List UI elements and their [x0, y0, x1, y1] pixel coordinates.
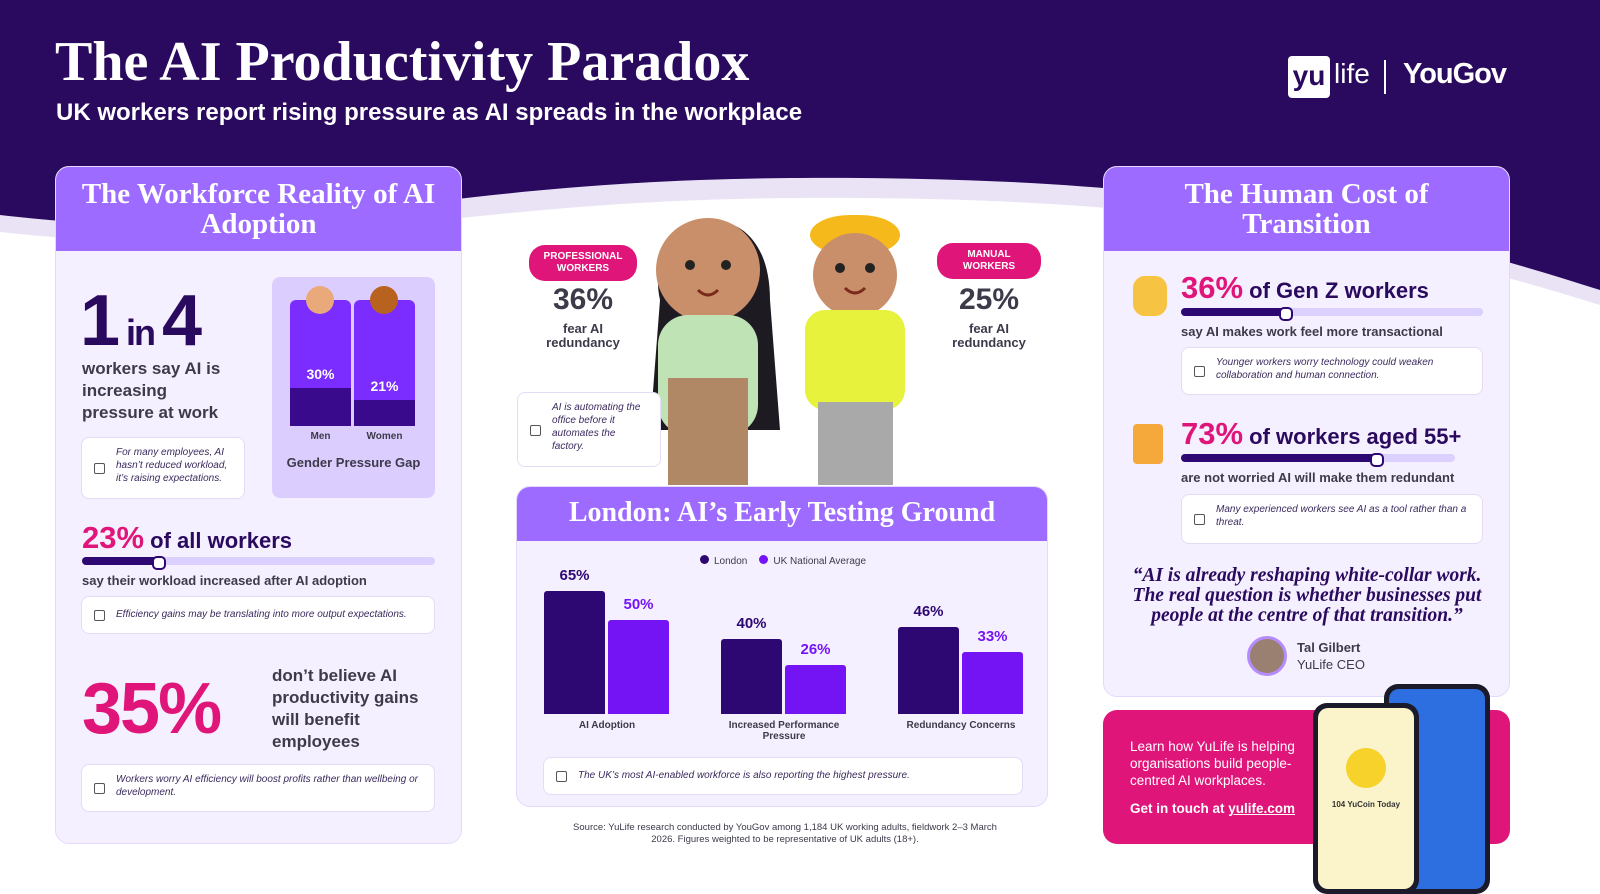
chart-panel: London: AI’s Early Testing Ground The UK… — [516, 486, 1048, 807]
value-label: 33% — [977, 627, 1008, 645]
legend-label: UK National Average — [773, 556, 867, 567]
ratio-word: in — [126, 312, 156, 353]
note: Efficiency gains may be translating into… — [81, 596, 435, 634]
legend-item: London — [699, 555, 748, 567]
stat-text: don’t believe AI productivity gains will… — [272, 666, 419, 751]
bar — [544, 591, 605, 714]
panel-title: The Workforce Reality of AI Adoption — [56, 167, 461, 251]
value-label: 26% — [800, 640, 831, 658]
note: Many experienced workers see AI as a too… — [1181, 494, 1483, 544]
stat-label: of all workers — [150, 528, 293, 553]
phone-text: 104 YuCoin Today — [1331, 800, 1401, 809]
logo: YouGov — [1403, 58, 1507, 90]
bar — [290, 388, 351, 426]
value-label: 21% — [370, 377, 399, 394]
chart-title: London: AI’s Early Testing Ground — [517, 487, 1047, 541]
divider — [1384, 60, 1386, 94]
value-label: 65% — [559, 567, 590, 585]
tag: PROFESSIONAL WORKERS — [529, 245, 637, 281]
link[interactable]: yulife.com — [1228, 801, 1296, 816]
note: For many employees, AI hasn’t reduced wo… — [81, 437, 245, 499]
value-label: 50% — [623, 595, 654, 613]
stat-text: fear AI redundancy — [546, 321, 620, 350]
face — [370, 286, 398, 314]
progress-bar — [82, 556, 167, 570]
stat-value: 36% — [552, 283, 614, 316]
person-name: Tal Gilbert — [1297, 640, 1361, 655]
value-label: 40% — [736, 614, 767, 632]
bar — [721, 638, 782, 714]
note: The UK’s most AI-enabled workforce is al… — [543, 757, 1023, 795]
stat: 23% of all workers — [82, 520, 292, 556]
x-tick-label: Men — [310, 431, 331, 442]
quote: “AI is already reshaping white-collar wo… — [1132, 565, 1482, 626]
person-role: YuLife CEO — [1297, 657, 1365, 672]
icon — [1133, 276, 1167, 316]
stat: 36% of Gen Z workers — [1181, 270, 1429, 306]
legend: London UK National Average — [517, 555, 1047, 567]
chart-title: Gender Pressure Gap — [286, 455, 421, 470]
progress-track — [82, 556, 435, 570]
stat: 73% of workers aged 55+ — [1181, 416, 1461, 452]
ratio-text: workers say AI is increasing pressure at… — [82, 359, 221, 422]
x-tick-label: Redundancy Concerns — [906, 720, 1016, 731]
progress-track — [1181, 453, 1455, 467]
panel-title: The Human Cost of Transition — [1104, 167, 1509, 251]
stat-label: of Gen Z workers — [1249, 278, 1429, 303]
phone: 104 YuCoin Today — [1313, 703, 1419, 894]
stat-value: 35% — [82, 669, 222, 749]
cta-text: Learn how YuLife is helping organisation… — [1130, 739, 1295, 788]
bar — [785, 664, 846, 714]
title: The AI Productivity Paradox — [55, 31, 750, 93]
note: Workers worry AI efficiency will boost p… — [81, 764, 435, 812]
cta-prefix: Get in touch at — [1130, 801, 1225, 816]
legend-item: UK National Average — [759, 555, 867, 567]
stat-label: of workers aged 55+ — [1249, 424, 1462, 449]
bar — [962, 651, 1023, 714]
coin — [1346, 748, 1386, 788]
x-tick-label: Women — [366, 431, 403, 442]
subtitle: UK workers report rising pressure as AI … — [56, 99, 803, 126]
icon — [1133, 424, 1163, 464]
logo: yu — [1288, 56, 1330, 98]
value-label: 46% — [913, 603, 944, 621]
note: Younger workers worry technology could w… — [1181, 347, 1483, 395]
note: AI is automating the office before it au… — [517, 392, 661, 467]
ratio-number: 1 — [80, 281, 120, 361]
progress-bar — [1181, 453, 1385, 467]
stat-value: 36% — [1181, 270, 1244, 305]
gender-chart: Gender Pressure Gap 30% Men 21% Women — [272, 277, 435, 498]
source: Source: YuLife research conducted by You… — [573, 822, 997, 845]
tag: MANUAL WORKERS — [937, 243, 1041, 279]
ratio-number: 4 — [162, 281, 202, 361]
bar — [898, 627, 959, 714]
face — [306, 286, 334, 314]
legend-label: London — [713, 556, 748, 567]
right-panel: The Human Cost of Transition — [1103, 166, 1510, 697]
stat-value: 25% — [958, 283, 1020, 316]
bar — [354, 399, 415, 426]
value-label: 30% — [306, 366, 335, 383]
illustration — [650, 215, 905, 485]
ratio: 1 in 4 — [80, 280, 202, 362]
stat-value: 23% — [82, 520, 145, 555]
avatar — [1247, 636, 1287, 676]
x-tick-label: Increased Performance Pressure — [728, 720, 840, 742]
cta-link: Get in touch at yulife.com — [1130, 801, 1295, 816]
x-tick-label: AI Adoption — [578, 720, 636, 731]
bar — [608, 619, 669, 714]
stat-text: say AI makes work feel more transactiona… — [1181, 324, 1443, 339]
progress-bar — [1181, 307, 1293, 321]
progress-track — [1181, 307, 1483, 321]
stat-text: say their workload increased after AI ad… — [82, 573, 367, 588]
stat-text: are not worried AI will make them redund… — [1181, 470, 1455, 485]
stat-text: fear AI redundancy — [952, 321, 1026, 350]
stat-value: 73% — [1181, 416, 1244, 451]
logo: life — [1334, 58, 1370, 89]
